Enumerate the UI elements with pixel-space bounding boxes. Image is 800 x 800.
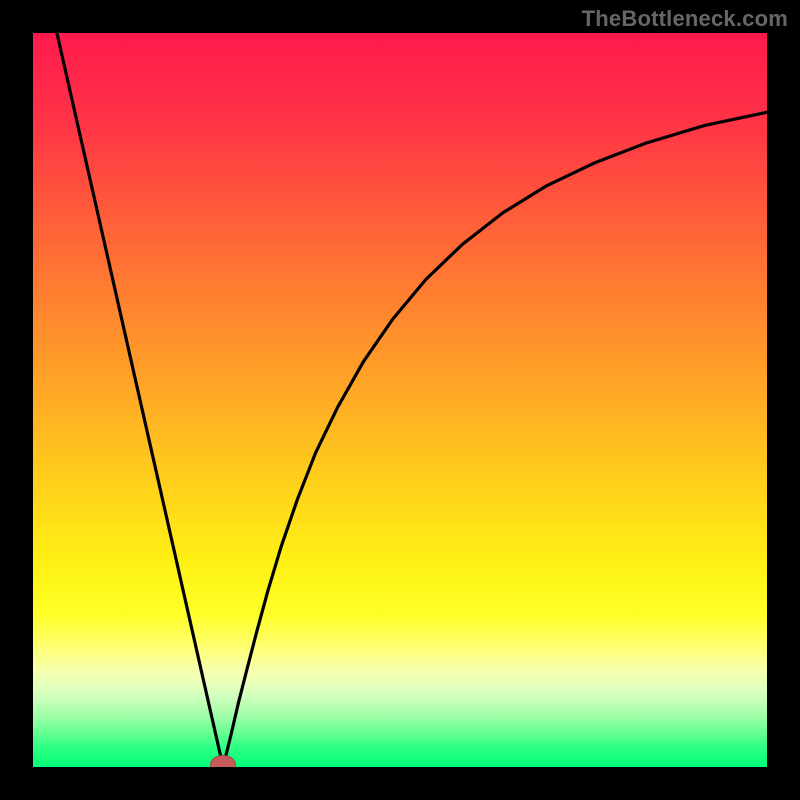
curve-path: [57, 33, 767, 767]
chart-area: [33, 33, 767, 767]
watermark-text: TheBottleneck.com: [582, 6, 788, 32]
bottleneck-curve: [33, 33, 767, 767]
